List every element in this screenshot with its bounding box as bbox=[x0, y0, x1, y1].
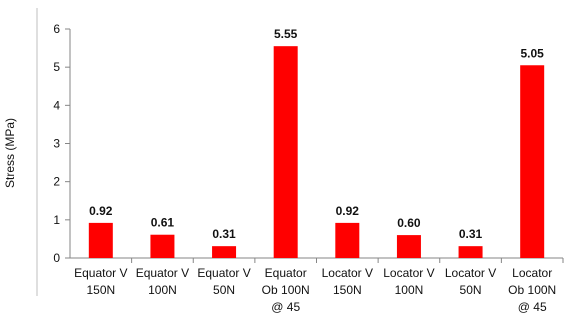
bar bbox=[520, 65, 545, 258]
y-tick-label: 1 bbox=[53, 213, 60, 227]
x-tick-label: @ 45 bbox=[518, 300, 547, 314]
x-tick-label: 150N bbox=[333, 283, 362, 297]
x-tick-label: Locator V bbox=[383, 266, 434, 280]
bar bbox=[88, 222, 113, 258]
data-label: 0.61 bbox=[151, 216, 175, 230]
data-label: 0.31 bbox=[212, 227, 236, 241]
bar bbox=[150, 234, 175, 258]
x-tick-label: Locator V bbox=[445, 266, 496, 280]
data-label: 0.92 bbox=[336, 204, 360, 218]
x-tick-label: 100N bbox=[148, 283, 177, 297]
x-tick-label: Locator V bbox=[322, 266, 373, 280]
y-tick-label: 2 bbox=[53, 175, 60, 189]
y-tick-label: 6 bbox=[53, 22, 60, 36]
data-label: 5.55 bbox=[274, 27, 298, 41]
x-tick-label: Equator V bbox=[197, 266, 250, 280]
x-tick-label: 150N bbox=[86, 283, 115, 297]
y-tick-label: 3 bbox=[53, 137, 60, 151]
bar bbox=[273, 46, 298, 258]
x-tick-label: Equator bbox=[265, 266, 307, 280]
x-tick-label: 50N bbox=[460, 283, 482, 297]
data-label: 0.92 bbox=[89, 204, 113, 218]
x-tick-label: Ob 100N bbox=[508, 283, 556, 297]
x-tick-label: 50N bbox=[213, 283, 235, 297]
x-tick-label: @ 45 bbox=[271, 300, 300, 314]
x-tick-label: Ob 100N bbox=[262, 283, 310, 297]
data-label: 0.31 bbox=[459, 227, 483, 241]
bar bbox=[458, 246, 483, 258]
x-tick-label: Equator V bbox=[136, 266, 189, 280]
bar bbox=[396, 235, 421, 258]
y-tick-label: 4 bbox=[53, 98, 60, 112]
data-label: 5.05 bbox=[521, 46, 545, 60]
bar bbox=[212, 246, 237, 258]
y-tick-label: 0 bbox=[53, 251, 60, 265]
x-tick-label: Equator V bbox=[74, 266, 127, 280]
x-tick-label: Locator bbox=[512, 266, 552, 280]
x-tick-label: 100N bbox=[395, 283, 424, 297]
plot-area: 0 1 2 3 4 5 6 0.92 Equator V 150N 0.61 Equator V 100… bbox=[53, 22, 564, 314]
y-axis-label: Stress (MPa) bbox=[3, 118, 17, 188]
data-label: 0.60 bbox=[397, 216, 421, 230]
bar bbox=[335, 222, 360, 258]
y-tick-label: 5 bbox=[53, 60, 60, 74]
